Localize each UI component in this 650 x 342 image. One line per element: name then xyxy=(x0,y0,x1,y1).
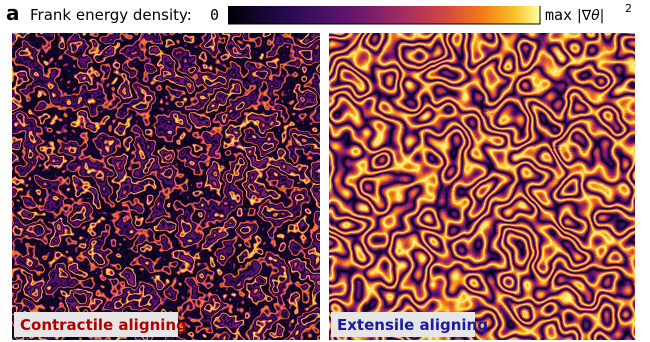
panel-title: Contractile aligning xyxy=(20,316,187,334)
colorbar-max-exponent: 2 xyxy=(625,2,632,15)
colorbar-title: Frank energy density: xyxy=(30,6,192,24)
panel-label: a xyxy=(6,1,20,25)
panel-title: Extensile aligning xyxy=(337,316,488,334)
colorbar-min: 0 xyxy=(210,6,219,24)
figure: a Frank energy density: 0 max |∇θ| 2 Con… xyxy=(0,0,650,342)
extensile-pattern xyxy=(329,33,635,340)
colorbar-max-expr: |∇θ| xyxy=(577,8,604,24)
colorbar-max: max xyxy=(545,6,572,24)
contractile-pattern xyxy=(12,33,320,340)
colorbar xyxy=(228,6,540,24)
